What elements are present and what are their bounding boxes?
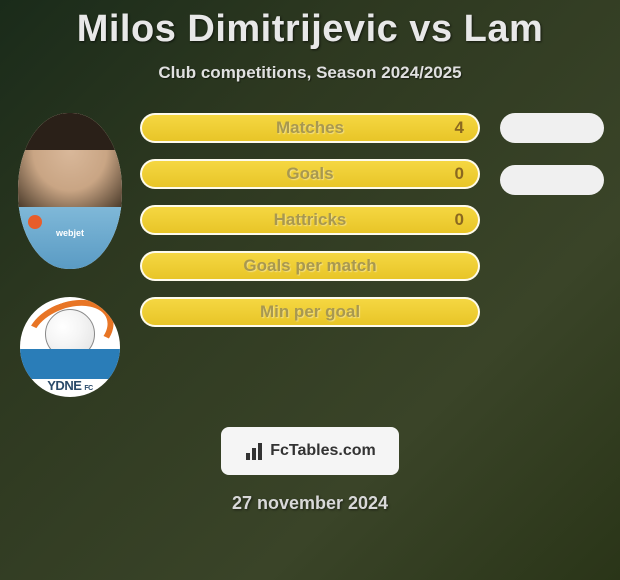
opponent-pills <box>500 113 604 217</box>
report-date: 27 november 2024 <box>0 493 620 514</box>
stat-row: Matches 4 <box>140 113 480 143</box>
player-column: webjet YDNEFC <box>8 113 132 397</box>
stat-bar: Hattricks 0 <box>140 205 480 235</box>
stat-label: Goals <box>286 164 333 184</box>
brand-badge: FcTables.com <box>221 427 399 475</box>
jersey-badge-icon <box>28 215 42 229</box>
logo-wave-icon <box>20 349 120 379</box>
stat-value: 4 <box>455 118 464 138</box>
stat-label: Hattricks <box>274 210 347 230</box>
stat-bar: Min per goal <box>140 297 480 327</box>
comparison-content: webjet YDNEFC Matches4Goals0Hattricks0Go… <box>0 113 620 383</box>
stat-label: Goals per match <box>243 256 376 276</box>
stat-value: 0 <box>455 164 464 184</box>
page-subtitle: Club competitions, Season 2024/2025 <box>0 63 620 83</box>
bar-chart-icon <box>244 442 266 460</box>
club-abbrev: YDNEFC <box>20 378 120 393</box>
stat-row: Goals per match <box>140 251 480 281</box>
club-logo: YDNEFC <box>20 297 120 397</box>
stat-row: Hattricks 0 <box>140 205 480 235</box>
opponent-pill <box>500 113 604 143</box>
stat-bar: Goals 0 <box>140 159 480 189</box>
player-jersey: webjet <box>18 207 122 269</box>
stat-row: Min per goal <box>140 297 480 327</box>
opponent-pill <box>500 165 604 195</box>
stat-label: Matches <box>276 118 344 138</box>
stat-label: Min per goal <box>260 302 360 322</box>
jersey-sponsor: webjet <box>56 228 84 238</box>
player-hair <box>18 113 122 150</box>
player-photo: webjet <box>18 113 122 269</box>
page-title: Milos Dimitrijevic vs Lam <box>0 0 620 51</box>
stat-bar: Goals per match <box>140 251 480 281</box>
stat-value: 0 <box>455 210 464 230</box>
stat-bar: Matches 4 <box>140 113 480 143</box>
stat-row: Goals 0 <box>140 159 480 189</box>
brand-name: FcTables.com <box>270 442 376 460</box>
stat-bars: Matches 4 Goals 0 Hattricks 0 Goals per match M… <box>140 113 480 343</box>
player-face <box>18 113 122 207</box>
